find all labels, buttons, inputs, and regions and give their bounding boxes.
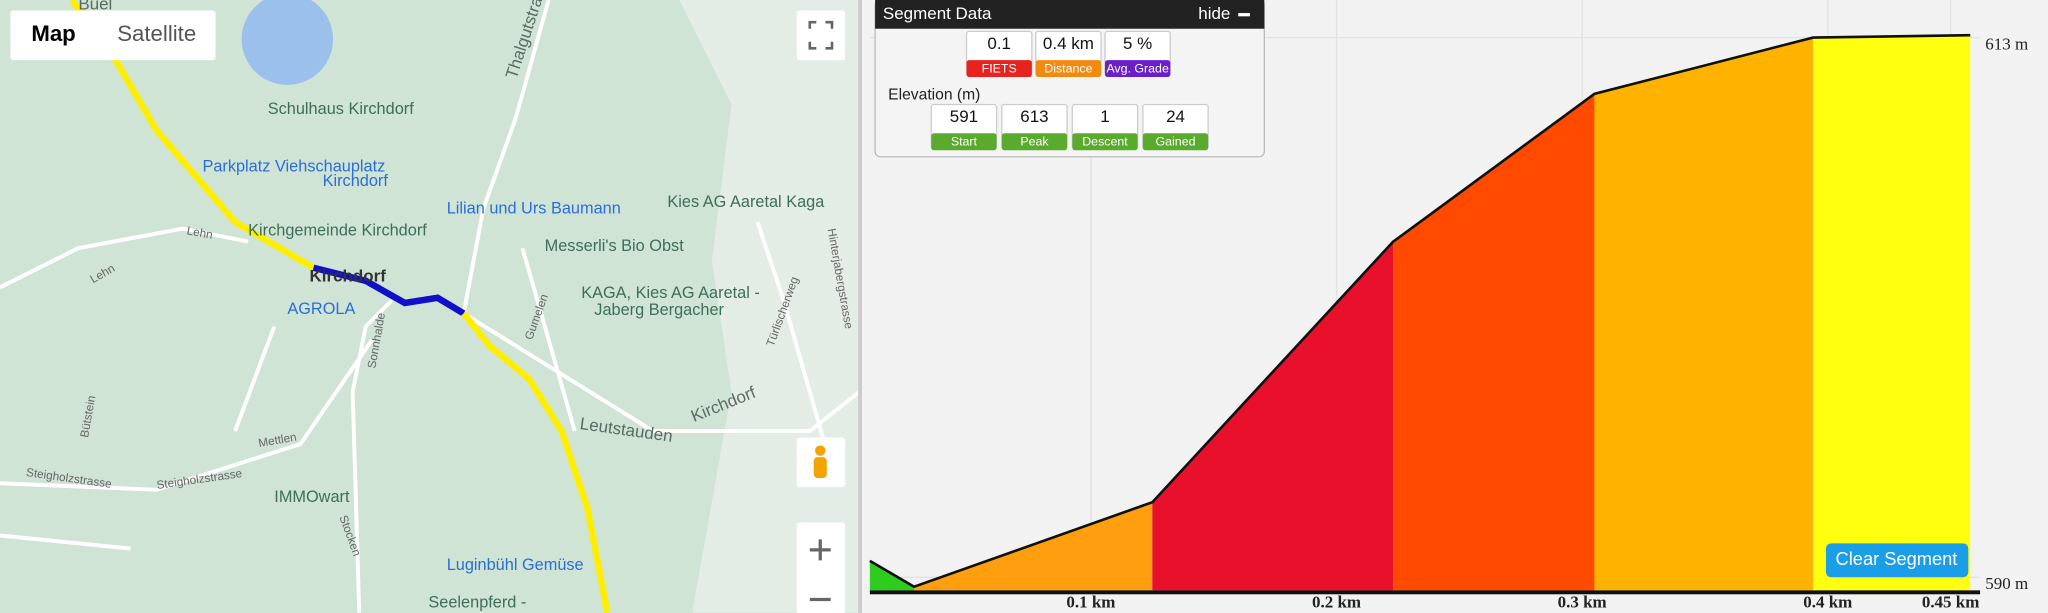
- map-label: Lilian und Urs Baumann: [447, 199, 621, 217]
- y-tick-label: 590 m: [1985, 574, 2028, 593]
- map-button[interactable]: Map: [31, 21, 75, 46]
- profile-segment: [1813, 35, 1971, 591]
- map-label: KAGA, Kies AG Aaretal -: [581, 284, 760, 302]
- stat-value: 0.1: [987, 34, 1011, 53]
- map-label: Seelenpferd -: [428, 594, 526, 612]
- map-type-control: [10, 10, 216, 61]
- map-label: Büel: [78, 0, 112, 14]
- stat-tag: [931, 133, 997, 151]
- stat-tag: [1104, 60, 1171, 78]
- clear-segment-button[interactable]: [1825, 543, 1969, 578]
- x-tick-label: 0.2 km: [1312, 592, 1361, 611]
- map-label: Kirchgemeinde Kirchdorf: [248, 221, 427, 239]
- stat-value: 24: [1166, 107, 1185, 126]
- map-label: Kirchdorf: [310, 266, 387, 285]
- pegman-icon: [815, 445, 826, 456]
- elevation-chart: 0.1 km 0.2 km 0.3 km 0.4 km 0.45 km 613 m 590 …: [869, 0, 2028, 611]
- hide-button[interactable]: hide: [1198, 4, 1230, 23]
- stat-label: Avg. Grade: [1106, 62, 1169, 76]
- profile-segment: [1594, 37, 1814, 591]
- fullscreen-icon: [808, 20, 834, 50]
- x-tick-label: 0.4 km: [1803, 592, 1852, 611]
- panel-header: [875, 0, 1265, 29]
- stat-label: Start: [951, 135, 978, 149]
- y-tick-label: 613 m: [1985, 34, 2028, 53]
- map-label: Messerli's Bio Obst: [545, 237, 685, 255]
- stat-tag: [1072, 133, 1138, 151]
- stat-tag: [1142, 133, 1209, 151]
- elevation-title: Elevation (m): [888, 86, 980, 103]
- x-tick-label: 0.1 km: [1066, 592, 1115, 611]
- map-label: Lehn: [186, 224, 214, 241]
- x-axis: [869, 590, 1981, 595]
- stat-value: 1: [1100, 107, 1109, 126]
- map-label: Schulhaus Kirchdorf: [268, 100, 414, 118]
- zoom-in[interactable]: [809, 539, 831, 561]
- map-label: Kies AG Aaretal Kaga: [667, 193, 825, 211]
- clear-segment-label: Clear Segment: [1836, 548, 1958, 569]
- route: [461, 311, 611, 613]
- stat-tag: [1001, 133, 1068, 151]
- map-label: IMMOwart: [274, 488, 350, 506]
- map-label: Luginbühl Gemüse: [447, 556, 584, 574]
- roads: [0, 0, 861, 613]
- stat-value: 5 %: [1123, 34, 1152, 53]
- segment-panel: Segment Data hide Elevation (m) 0.1 FIETS…: [874, 0, 1265, 158]
- profile-segment: [1393, 93, 1595, 591]
- stat-label: Gained: [1156, 135, 1196, 149]
- pegman-icon: [813, 457, 827, 479]
- zoom-control: [796, 522, 846, 613]
- stat-value: 0.4 km: [1043, 34, 1094, 53]
- stat-label: Peak: [1020, 135, 1049, 149]
- x-tick-label: 0.3 km: [1558, 592, 1607, 611]
- satellite-button[interactable]: Satellite: [117, 21, 196, 46]
- divider: [858, 0, 863, 613]
- hide-icon: [1238, 13, 1250, 17]
- map-label: Parkplatz Viehschauplatz: [202, 157, 385, 175]
- fullscreen-button[interactable]: [796, 10, 846, 61]
- map-label: AGROLA: [287, 300, 355, 318]
- stat-tag: [1035, 60, 1102, 78]
- stat-label: Descent: [1082, 135, 1128, 149]
- stat-label: Distance: [1044, 62, 1092, 76]
- selected-segment: [312, 264, 466, 317]
- stat-value: 591: [950, 107, 978, 126]
- stat-label: FIETS: [982, 62, 1017, 76]
- panel-title: Segment Data: [883, 4, 992, 23]
- profile-segment: [1152, 241, 1394, 591]
- stat-value: 613: [1020, 107, 1048, 126]
- x-tick-label: 0.45 km: [1922, 592, 1980, 611]
- map: Büel Schulhaus Kirchdorf Parkplatz Viehsch…: [0, 0, 861, 613]
- lake: [241, 0, 334, 85]
- profile-line: [869, 33, 1971, 589]
- stat-tag: [966, 60, 1032, 78]
- map-label: Jaberg Bergacher: [594, 301, 724, 319]
- map-label: Kirchdorf: [323, 172, 389, 190]
